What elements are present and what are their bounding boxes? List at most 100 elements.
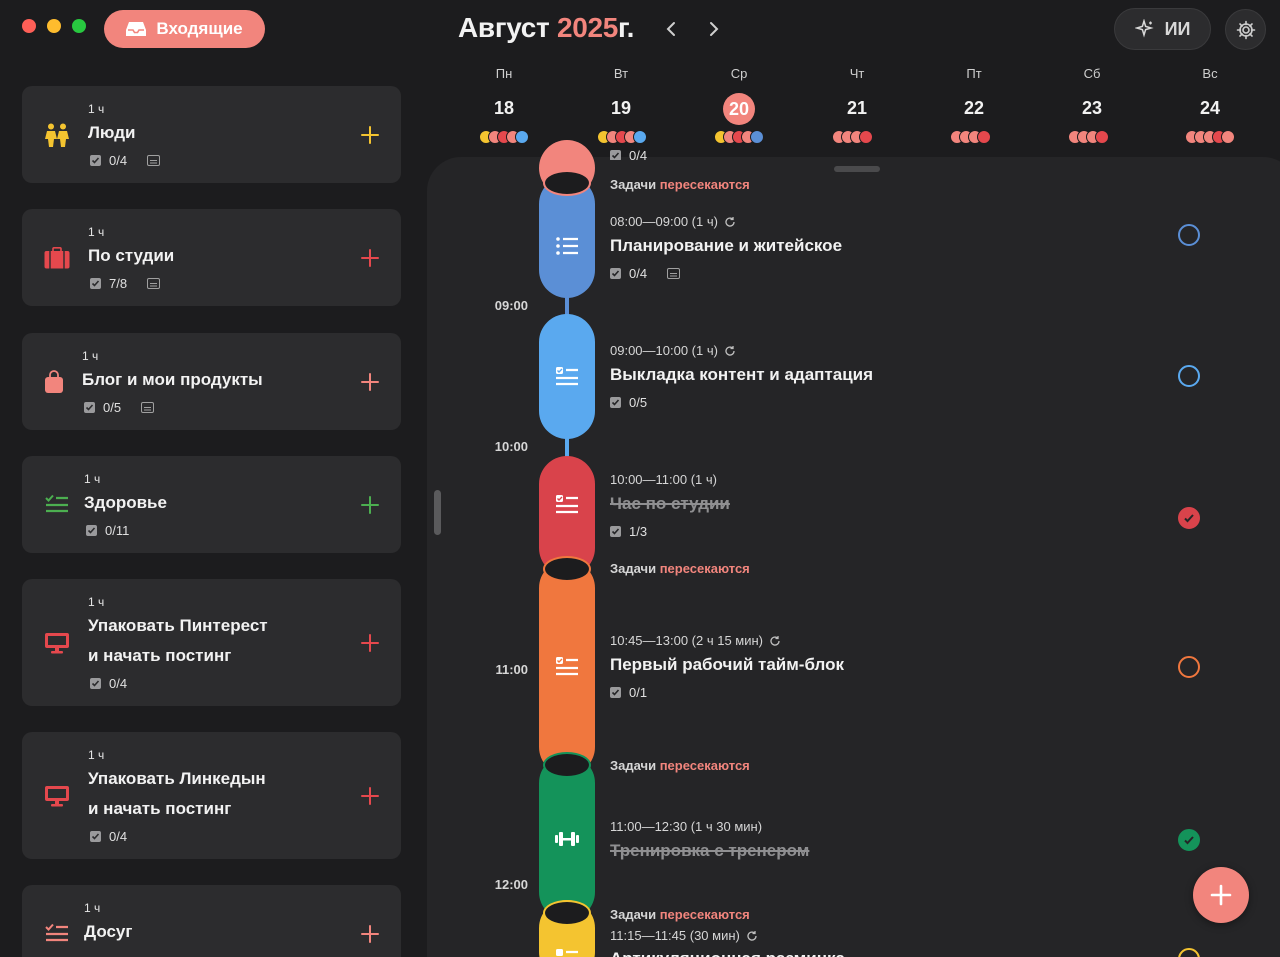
- event-status-toggle[interactable]: [1178, 224, 1200, 246]
- repeat-icon: [747, 930, 757, 941]
- event-block-work[interactable]: [539, 560, 595, 775]
- day-sat[interactable]: Сб 23: [1062, 66, 1122, 123]
- day-thu[interactable]: Чт 21: [827, 66, 887, 123]
- sidebar-item-studio[interactable]: 1 ч По студии 7/8: [22, 209, 401, 306]
- checkbox-icon: [90, 678, 101, 689]
- event-title[interactable]: Артикуляционная разминка: [610, 949, 845, 957]
- briefcase-icon: [43, 244, 71, 272]
- sheet-grabber[interactable]: [834, 166, 880, 172]
- checkbox-icon: [86, 525, 97, 536]
- repeat-icon: [770, 635, 780, 646]
- event-title[interactable]: Час по студии: [610, 494, 730, 513]
- sidebar-item-blog[interactable]: 1 ч Блог и мои продукты 0/5: [22, 333, 401, 430]
- add-task-button[interactable]: [361, 373, 379, 391]
- event-block-planning[interactable]: [539, 176, 595, 298]
- event-progress: 0/5: [629, 395, 648, 410]
- item-title: Блог и мои продукты: [82, 370, 263, 389]
- day-date-today: 20: [709, 93, 769, 125]
- sidebar-item-pinterest[interactable]: 1 ч Упаковать Пинтерест и начать постинг…: [22, 579, 401, 706]
- add-task-button[interactable]: [361, 249, 379, 267]
- chevron-right-icon[interactable]: [707, 19, 721, 39]
- add-task-button[interactable]: [361, 634, 379, 652]
- day-wed[interactable]: Ср 20: [709, 66, 769, 125]
- note-icon: [147, 155, 161, 166]
- ai-button[interactable]: ИИ: [1114, 8, 1211, 50]
- hour-label: 09:00: [494, 298, 528, 313]
- event-time: 10:45—13:00 (2 ч 15 мин): [610, 633, 781, 648]
- day-fri[interactable]: Пт 22: [944, 66, 1004, 123]
- settings-button[interactable]: [1225, 9, 1266, 50]
- plus-icon: [1210, 884, 1232, 906]
- sidebar-item-leisure[interactable]: 1 ч Досуг: [22, 885, 401, 957]
- event-title[interactable]: Тренировка с тренером: [610, 841, 810, 860]
- add-task-button[interactable]: [361, 126, 379, 144]
- event-title[interactable]: Первый рабочий тайм-блок: [610, 655, 845, 674]
- event-block-training[interactable]: [539, 755, 595, 920]
- event-time: 11:00—12:30 (1 ч 30 мин): [610, 819, 763, 834]
- event-block-content[interactable]: [539, 314, 595, 439]
- day-name: Ср: [730, 66, 748, 81]
- repeat-icon: [725, 345, 735, 356]
- add-task-button[interactable]: [361, 496, 379, 514]
- event-status-toggle[interactable]: [1178, 365, 1200, 387]
- year-suffix: г.: [618, 12, 635, 43]
- dumbbell-icon: [555, 832, 579, 846]
- checkbox-icon: [90, 155, 101, 166]
- day-event-dots: [832, 130, 873, 146]
- day-tue[interactable]: Вт 19: [591, 66, 651, 123]
- overlap-warning: Задачи пересекаются: [610, 561, 750, 576]
- event-meta: 0/1: [610, 685, 647, 700]
- window-close-button[interactable]: [22, 19, 36, 33]
- inbox-button-label: Входящие: [156, 19, 243, 38]
- inbox-button[interactable]: Входящие: [104, 10, 265, 48]
- sidebar-scrollbar[interactable]: [434, 490, 441, 535]
- event-title[interactable]: Выкладка контент и адаптация: [610, 365, 874, 384]
- checkbox-icon: [610, 397, 621, 408]
- add-task-button[interactable]: [361, 787, 379, 805]
- day-sun[interactable]: Вс 24: [1180, 66, 1240, 123]
- hour-label: 11:00: [495, 662, 528, 677]
- chevron-left-icon[interactable]: [664, 19, 678, 39]
- window-zoom-button[interactable]: [72, 19, 86, 33]
- checkbox-icon: [84, 402, 95, 413]
- day-event-dots: [1185, 130, 1235, 146]
- day-name: Вс: [1202, 66, 1218, 81]
- repeat-icon: [725, 216, 735, 227]
- item-meta: 0/11: [86, 523, 129, 538]
- ai-button-label: ИИ: [1164, 18, 1191, 39]
- event-time: 10:00—11:00 (1 ч): [610, 472, 717, 487]
- day-date: 23: [1081, 98, 1103, 118]
- sidebar-item-people[interactable]: 1 ч Люди 0/4: [22, 86, 401, 183]
- item-title: Досуг: [84, 922, 133, 941]
- item-title: Люди: [88, 123, 136, 142]
- event-status-toggle[interactable]: [1178, 656, 1200, 678]
- item-title-line1: Упаковать Линкедын: [88, 769, 266, 788]
- item-meta: 7/8: [90, 276, 161, 291]
- add-event-button[interactable]: [1193, 867, 1249, 923]
- monitor-icon: [43, 629, 71, 657]
- add-task-button[interactable]: [361, 925, 379, 943]
- inbox-tray-icon: [126, 22, 147, 36]
- sidebar-item-health[interactable]: 1 ч Здоровье 0/11: [22, 456, 401, 553]
- checklist-icon: [556, 367, 578, 386]
- day-mon[interactable]: Пн 18: [474, 66, 534, 123]
- checkbox-icon: [610, 268, 621, 279]
- event-title[interactable]: Планирование и житейское: [610, 236, 843, 255]
- item-title-line1: Упаковать Пинтерест: [88, 616, 268, 635]
- day-date: 21: [846, 98, 868, 118]
- window-minimize-button[interactable]: [47, 19, 61, 33]
- event-meta-partial: 0/4: [610, 150, 647, 160]
- checkbox-icon: [610, 150, 621, 160]
- day-event-dots: [597, 130, 647, 146]
- month-name: Август: [458, 12, 550, 43]
- checklist-icon: [556, 949, 578, 956]
- event-status-toggle[interactable]: [1178, 829, 1200, 851]
- day-event-dots: [1068, 130, 1109, 146]
- event-meta: 0/5: [610, 395, 647, 410]
- event-status-toggle[interactable]: [1178, 507, 1200, 529]
- item-meta: 0/5: [84, 400, 155, 415]
- overlap-warning: Задачи пересекаются: [610, 177, 750, 192]
- sidebar-item-linkedin[interactable]: 1 ч Упаковать Линкедын и начать постинг …: [22, 732, 401, 859]
- timeline-connector: [565, 435, 569, 459]
